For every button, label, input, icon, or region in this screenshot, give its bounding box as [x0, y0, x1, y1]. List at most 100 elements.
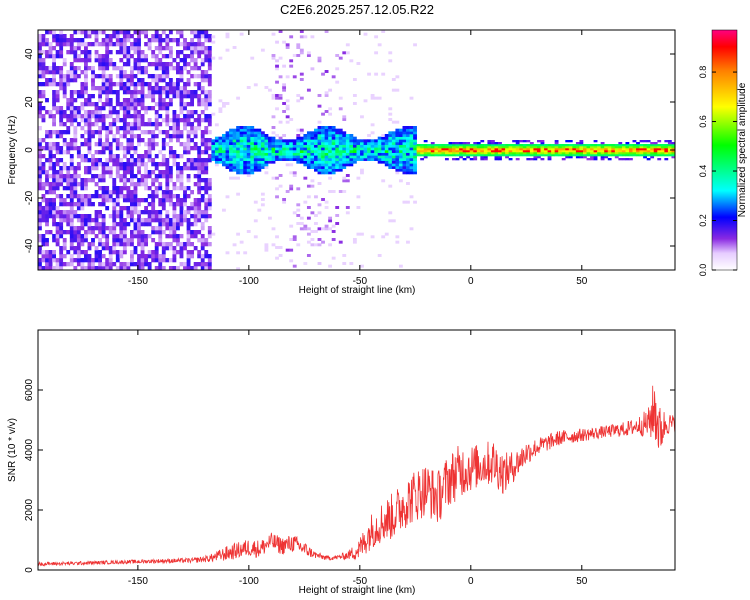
heatmap-cell	[490, 140, 495, 143]
heatmap-cell	[115, 118, 120, 123]
heatmap-cell	[98, 126, 102, 131]
heatmap-cell	[317, 144, 322, 148]
heatmap-cell	[441, 148, 446, 151]
heatmap-cell	[161, 162, 166, 167]
heatmap-cell	[409, 126, 414, 129]
heatmap-cell	[236, 176, 241, 180]
heatmap-cell	[498, 146, 502, 149]
heatmap-cell	[398, 155, 403, 159]
heatmap-cell	[324, 128, 329, 132]
heatmap-cell	[321, 171, 325, 175]
heatmap-cell	[112, 186, 117, 191]
heatmap-cell	[66, 142, 71, 147]
heatmap-cell	[158, 78, 163, 83]
heatmap-cell	[161, 118, 166, 123]
heatmap-cell	[52, 82, 56, 87]
heatmap-cell	[126, 126, 131, 131]
heatmap-cell	[126, 38, 131, 43]
heatmap-cell	[236, 166, 241, 169]
heatmap-cell	[73, 70, 78, 75]
heatmap-cell	[151, 218, 156, 223]
heatmap-cell	[197, 30, 202, 35]
heatmap-cell	[314, 131, 318, 135]
heatmap-cell	[331, 136, 336, 140]
heatmap-cell	[282, 158, 287, 161]
heatmap-cell	[168, 146, 173, 151]
heatmap-cell	[76, 206, 81, 211]
heatmap-cell	[108, 82, 113, 87]
heatmap-cell	[59, 34, 64, 39]
heatmap-cell	[84, 194, 88, 199]
heatmap-cell	[522, 152, 527, 155]
heatmap-cell	[406, 158, 410, 161]
heatmap-cell	[80, 154, 85, 159]
heatmap-cell	[98, 186, 102, 191]
heatmap-cell	[384, 150, 389, 153]
heatmap-cell	[151, 78, 156, 83]
heatmap-cell	[179, 142, 184, 147]
heatmap-cell	[395, 166, 400, 169]
heatmap-cell	[395, 144, 400, 148]
heatmap-cell	[296, 160, 301, 164]
heatmap-cell	[653, 144, 658, 147]
heatmap-cell	[130, 214, 134, 219]
heatmap-cell	[246, 174, 251, 177]
heatmap-cell	[52, 78, 56, 83]
heatmap-cell	[119, 162, 124, 167]
heatmap-cell	[45, 78, 49, 83]
heatmap-cell	[299, 222, 304, 225]
heatmap-cell	[214, 152, 219, 156]
heatmap-cell	[636, 154, 640, 157]
heatmap-cell	[200, 46, 205, 51]
heatmap-cell	[73, 226, 78, 231]
heatmap-cell	[207, 226, 212, 231]
heatmap-cell	[374, 51, 379, 55]
heatmap-cell	[151, 214, 156, 219]
heatmap-cell	[239, 142, 244, 145]
heatmap-cell	[243, 126, 248, 129]
heatmap-cell	[554, 146, 559, 149]
heatmap-cell	[119, 86, 124, 91]
heatmap-cell	[657, 148, 662, 151]
heatmap-cell	[69, 70, 74, 75]
heatmap-cell	[197, 82, 202, 87]
heatmap-cell	[140, 242, 145, 247]
heatmap-cell	[151, 258, 156, 263]
heatmap-cell	[664, 146, 669, 149]
heatmap-cell	[360, 232, 364, 236]
heatmap-cell	[66, 178, 71, 183]
heatmap-cell	[214, 150, 219, 153]
heatmap-cell	[158, 234, 163, 239]
heatmap-cell	[179, 134, 184, 139]
heatmap-cell	[87, 194, 92, 199]
heatmap-cell	[154, 226, 159, 231]
heatmap-cell	[632, 150, 637, 153]
heatmap-cell	[168, 102, 173, 107]
heatmap-cell	[292, 75, 297, 79]
heatmap-cell	[473, 152, 478, 155]
heatmap-cell	[338, 134, 343, 137]
heatmap-cell	[112, 226, 117, 231]
heatmap-cell	[87, 222, 92, 227]
heatmap-cell	[370, 94, 375, 97]
heatmap-cell	[66, 98, 71, 103]
heatmap-cell	[512, 152, 517, 155]
heatmap-cell	[207, 186, 212, 191]
heatmap-cell	[200, 118, 205, 123]
heatmap-cell	[239, 155, 244, 159]
heatmap-cell	[193, 218, 198, 223]
heatmap-cell	[48, 214, 53, 219]
heatmap-cell	[200, 62, 205, 67]
heatmap-cell	[66, 218, 71, 223]
heatmap-cell	[190, 166, 195, 171]
heatmap-cell	[505, 144, 509, 147]
heatmap-cell	[94, 86, 99, 91]
heatmap-cell	[406, 168, 410, 172]
heatmap-cell	[243, 171, 248, 175]
heatmap-cell	[271, 155, 276, 159]
heatmap-cell	[101, 74, 106, 79]
heatmap-cell	[236, 144, 241, 148]
heatmap-cell	[473, 144, 478, 147]
heatmap-cell	[653, 150, 658, 153]
heatmap-cell	[264, 86, 269, 89]
